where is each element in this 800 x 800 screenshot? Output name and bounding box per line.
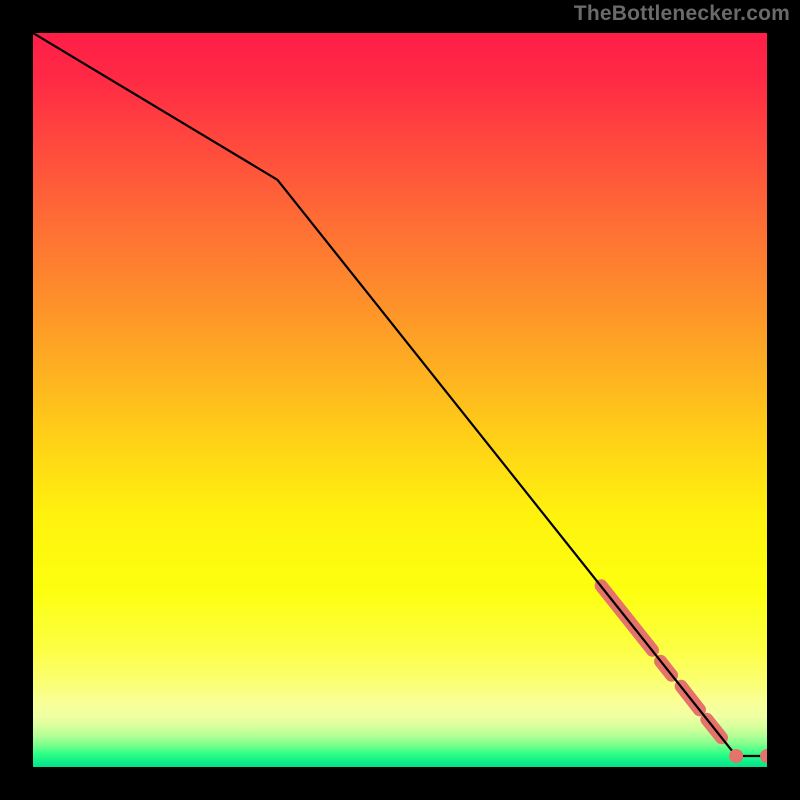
chart-frame: TheBottlenecker.com (0, 0, 800, 800)
gradient-plot (33, 33, 767, 767)
watermark-text: TheBottlenecker.com (574, 2, 790, 26)
